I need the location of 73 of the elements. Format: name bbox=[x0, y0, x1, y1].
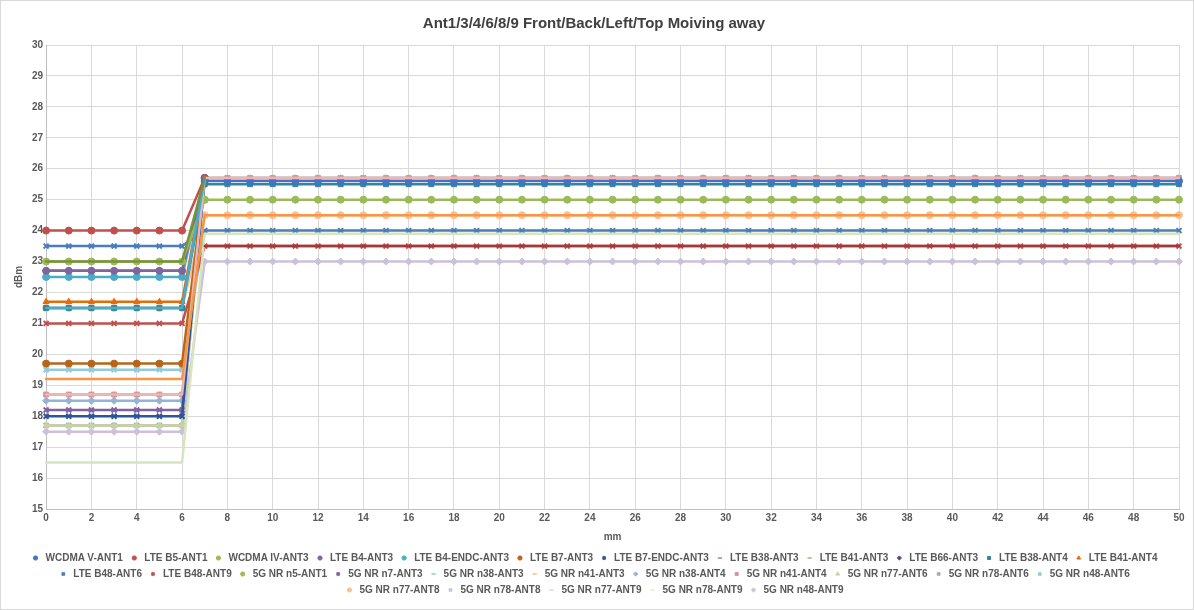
x-tick-label: 6 bbox=[179, 511, 186, 523]
legend-label: LTE B7-ANT3 bbox=[529, 551, 594, 563]
x-tick-label: 50 bbox=[1173, 511, 1185, 523]
legend-label: 5G NR n78-ANT8 bbox=[460, 583, 541, 595]
x-tick-label: 38 bbox=[901, 511, 914, 523]
y-tick-label: 18 bbox=[32, 409, 44, 421]
y-tick-label: 30 bbox=[32, 38, 44, 50]
legend-label: LTE B7-ENDC-ANT3 bbox=[614, 551, 710, 563]
y-tick-label: 20 bbox=[32, 348, 44, 360]
x-tick-label: 46 bbox=[1082, 511, 1095, 523]
y-tick-label: 24 bbox=[32, 224, 44, 236]
x-tick-label: 16 bbox=[403, 511, 415, 523]
legend-label: 5G NR n77-ANT6 bbox=[847, 567, 929, 579]
legend-label: LTE B41-ANT3 bbox=[819, 551, 889, 563]
y-tick-label: 29 bbox=[32, 69, 44, 81]
x-tick-label: 34 bbox=[810, 511, 823, 523]
x-tick-label: 10 bbox=[267, 511, 279, 523]
x-tick-label: 20 bbox=[493, 511, 506, 523]
legend-label: LTE B5-ANT1 bbox=[144, 551, 208, 563]
y-tick-label: 28 bbox=[32, 100, 44, 112]
x-tick-label: 28 bbox=[674, 511, 687, 523]
legend-label: 5G NR n78-ANT6 bbox=[948, 567, 1030, 579]
x-tick-label: 14 bbox=[357, 511, 370, 523]
y-tick-label: 19 bbox=[32, 379, 44, 391]
legend-label: WCDMA IV-ANT3 bbox=[228, 551, 310, 563]
legend-label: WCDMA V-ANT1 bbox=[45, 551, 124, 563]
legend-label: 5G NR n48-ANT6 bbox=[1049, 567, 1131, 579]
x-tick-label: 42 bbox=[992, 511, 1004, 523]
legend-label: LTE B4-ENDC-ANT3 bbox=[414, 551, 510, 563]
x-tick-label: 2 bbox=[88, 511, 95, 523]
y-tick-label: 17 bbox=[32, 440, 44, 452]
x-axis-title: mm bbox=[603, 530, 622, 542]
x-tick-label: 12 bbox=[312, 511, 325, 523]
legend-label: LTE B48-ANT6 bbox=[73, 567, 143, 579]
legend-label: 5G NR n38-ANT4 bbox=[645, 567, 727, 579]
x-tick-label: 32 bbox=[765, 511, 778, 523]
y-tick-label: 22 bbox=[32, 286, 44, 298]
legend-label: 5G NR n5-ANT1 bbox=[252, 567, 328, 579]
legend-label: 5G NR n7-ANT3 bbox=[348, 567, 424, 579]
x-tick-label: 0 bbox=[43, 511, 50, 523]
y-tick-label: 25 bbox=[32, 193, 44, 205]
legend-label: LTE B66-ANT3 bbox=[909, 551, 979, 563]
legend-label: 5G NR n77-ANT9 bbox=[561, 583, 642, 595]
chart-title: Ant1/3/4/6/8/9 Front/Back/Left/Top Moiving away bbox=[422, 14, 766, 32]
x-tick-label: 26 bbox=[629, 511, 642, 523]
y-tick-label: 23 bbox=[32, 255, 44, 267]
x-tick-label: 4 bbox=[133, 511, 140, 523]
x-tick-label: 30 bbox=[720, 511, 732, 523]
y-tick-label: 15 bbox=[32, 502, 44, 514]
y-axis-title: dBm bbox=[12, 265, 24, 289]
y-tick-label: 27 bbox=[32, 131, 44, 143]
legend-label: LTE B4-ANT3 bbox=[330, 551, 394, 563]
legend-label: 5G NR n41-ANT4 bbox=[746, 567, 828, 579]
legend-label: LTE B41-ANT4 bbox=[1088, 551, 1158, 563]
legend-label: LTE B38-ANT4 bbox=[999, 551, 1069, 563]
x-tick-label: 22 bbox=[539, 511, 551, 523]
legend-label: 5G NR n38-ANT3 bbox=[443, 567, 525, 579]
legend-label: 5G NR n48-ANT9 bbox=[763, 583, 844, 595]
x-tick-label: 24 bbox=[584, 511, 596, 523]
x-tick-label: 44 bbox=[1037, 511, 1050, 523]
legend-label: 5G NR n77-ANT8 bbox=[359, 583, 440, 595]
x-tick-label: 40 bbox=[946, 511, 959, 523]
y-tick-label: 21 bbox=[32, 317, 44, 329]
legend-label: LTE B38-ANT3 bbox=[729, 551, 800, 563]
x-tick-label: 8 bbox=[224, 511, 231, 523]
x-tick-label: 36 bbox=[856, 511, 868, 523]
x-tick-label: 48 bbox=[1128, 511, 1140, 523]
y-tick-label: 16 bbox=[32, 471, 44, 483]
x-tick-label: 18 bbox=[448, 511, 460, 523]
legend-label: 5G NR n41-ANT3 bbox=[544, 567, 626, 579]
y-tick-label: 26 bbox=[32, 162, 44, 174]
legend-label: LTE B48-ANT9 bbox=[163, 567, 233, 579]
legend-label: 5G NR n78-ANT9 bbox=[662, 583, 743, 595]
